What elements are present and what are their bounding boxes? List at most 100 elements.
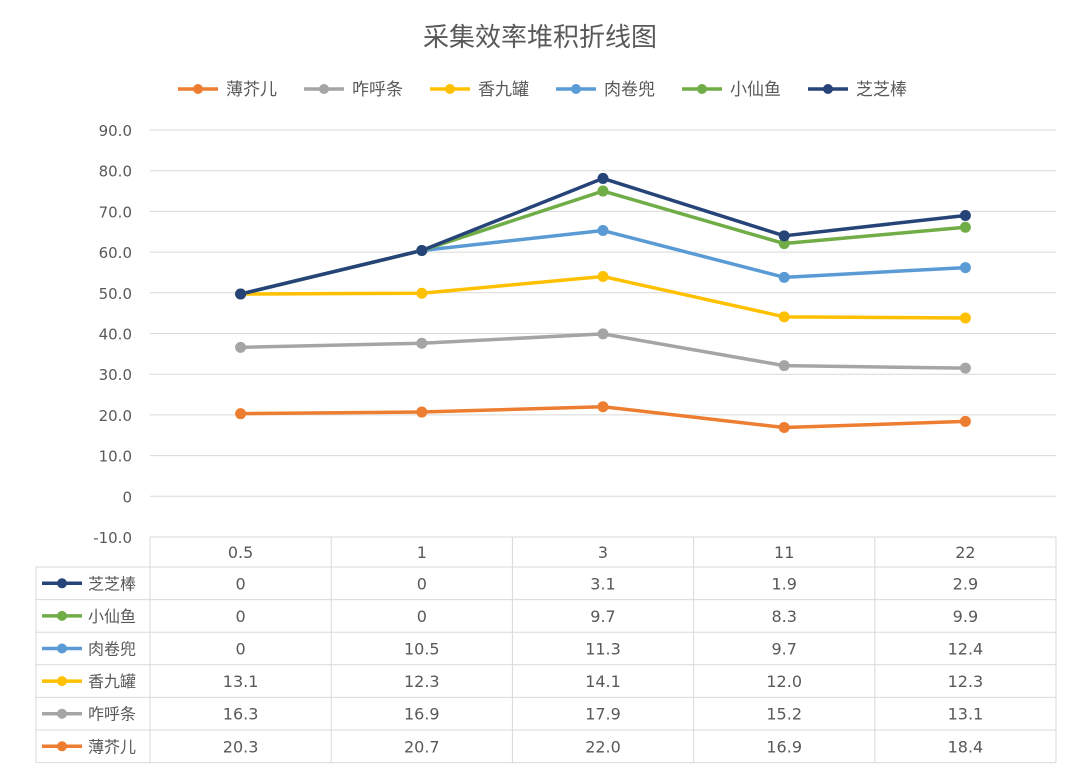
data-point [597,185,609,197]
x-category-label: 1 [417,543,427,562]
data-point [416,337,428,349]
table-cell-value: 20.7 [404,737,440,756]
data-point [235,288,247,300]
plot-points [235,172,971,434]
table-cell-value: 12.0 [766,672,802,691]
data-point [235,408,247,420]
data-point [416,244,428,256]
legend-marker [193,84,203,94]
legend-item: 咋呼条 [304,80,403,100]
data-point [597,172,609,184]
legend-label: 薄芥儿 [226,80,277,100]
y-axis: -10.0 0 10.0 20.0 30.0 40.0 50.0 60.0 70.0 80.0 90… [93,122,132,547]
table-cell-value: 1.9 [771,574,796,593]
data-point [597,225,609,237]
table-row: 芝芝棒 0 0 3.1 1.9 2.9 [42,574,978,593]
table-cell-value: 9.7 [590,607,615,626]
legend-label: 香九罐 [478,80,529,100]
table-cell-value: 2.9 [953,574,978,593]
data-point [597,401,609,413]
y-tick-label: 30.0 [99,366,132,384]
legend-marker [823,84,833,94]
data-table: 0.5 1 3 11 22 芝芝棒 0 0 3.1 1.9 2.9 小仙鱼 0 0 9.7 8.3 9.9 肉卷兜… [35,536,1057,764]
table-cell-value: 16.9 [404,705,440,724]
x-category-label: 0.5 [228,543,253,562]
data-point [778,422,790,434]
data-point [959,415,971,427]
row-legend-marker [57,676,67,687]
data-point [235,341,247,353]
legend-label: 咋呼条 [352,80,403,100]
legend-marker [445,84,455,94]
x-category-label: 22 [955,543,975,562]
table-cell-value: 13.1 [948,705,984,724]
table-cell-value: 0 [236,607,246,626]
table-cell-value: 17.9 [585,705,621,724]
legend-item: 肉卷兜 [556,80,655,100]
row-series-name: 咋呼条 [88,705,136,724]
row-legend-marker [57,708,67,719]
table-cell-value: 0 [417,574,427,593]
row-series-name: 薄芥儿 [88,737,136,756]
table-cell-value: 3.1 [590,574,615,593]
y-tick-label: 40.0 [99,326,132,344]
legend-label: 肉卷兜 [604,80,655,100]
y-tick-label: 20.0 [99,407,132,425]
table-row: 香九罐 13.1 12.3 14.1 12.0 12.3 [42,672,983,691]
y-tick-label: 0 [122,488,132,506]
data-point [416,406,428,418]
table-cell-value: 0 [417,607,427,626]
table-cell-value: 0 [236,640,246,659]
table-cell-value: 22.0 [585,737,621,756]
y-tick-label: 70.0 [99,203,132,221]
data-point [959,362,971,374]
row-legend-marker [57,578,67,589]
legend: 薄芥儿 咋呼条 香九罐 肉卷兜 小仙鱼 芝芝棒 [178,80,907,100]
legend-marker [697,84,707,94]
x-category-label: 11 [774,543,794,562]
legend-item: 薄芥儿 [178,80,277,100]
y-tick-label: -10.0 [93,529,132,547]
row-series-name: 香九罐 [88,672,136,691]
y-tick-label: 60.0 [99,244,132,262]
row-series-name: 小仙鱼 [88,607,136,626]
legend-item: 香九罐 [430,80,529,100]
y-tick-label: 50.0 [99,285,132,303]
data-point [778,311,790,323]
y-tick-label: 80.0 [99,163,132,181]
table-cell-value: 18.4 [948,737,984,756]
table-row: 咋呼条 16.3 16.9 17.9 15.2 13.1 [42,705,983,724]
data-point [778,230,790,242]
data-point [597,328,609,340]
table-cell-value: 16.9 [766,737,802,756]
table-cell-value: 9.7 [771,640,796,659]
table-cell-value: 12.3 [948,672,984,691]
table-cell-value: 16.3 [223,705,259,724]
data-point [959,221,971,233]
data-point [778,271,790,283]
data-point [959,262,971,274]
table-row: 薄芥儿 20.3 20.7 22.0 16.9 18.4 [42,737,983,756]
table-cell-value: 11.3 [585,640,621,659]
legend-marker [571,84,581,94]
table-cell-value: 9.9 [953,607,978,626]
table-cell-value: 12.4 [948,640,984,659]
table-row: 肉卷兜 0 10.5 11.3 9.7 12.4 [42,640,983,659]
row-legend-marker [57,643,67,654]
y-tick-label: 90.0 [99,122,132,140]
legend-label: 小仙鱼 [730,80,781,100]
table-cell-value: 14.1 [585,672,621,691]
row-legend-marker [57,610,67,621]
table-cell-value: 13.1 [223,672,259,691]
table-cell-value: 20.3 [223,737,259,756]
table-cell-value: 12.3 [404,672,440,691]
data-point [597,271,609,283]
table-row: 小仙鱼 0 0 9.7 8.3 9.9 [42,607,978,626]
legend-label: 芝芝棒 [856,80,907,100]
data-point [959,312,971,324]
legend-item: 芝芝棒 [808,80,907,100]
data-point [416,287,428,299]
chart-title: 采集效率堆积折线图 [423,23,657,53]
table-cell-value: 0 [236,574,246,593]
